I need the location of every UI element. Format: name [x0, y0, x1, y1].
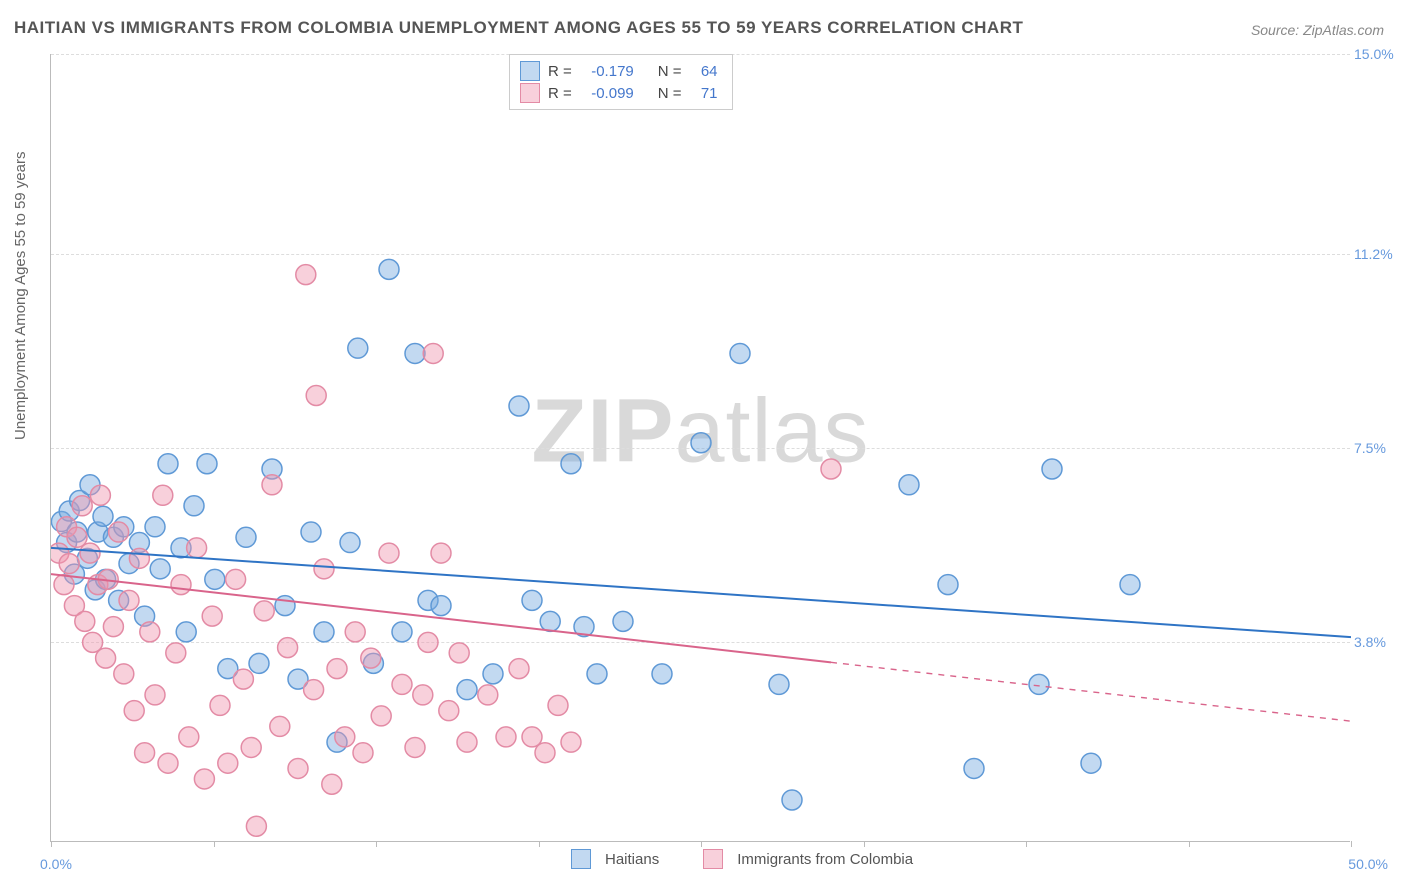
- r-value-1: -0.179: [580, 63, 634, 80]
- y-tick-label: 15.0%: [1354, 46, 1402, 62]
- correlation-stats-box: R = -0.179 N = 64 R = -0.099 N = 71: [509, 54, 733, 110]
- x-axis-min-label: 0.0%: [40, 856, 72, 872]
- y-axis-label: Unemployment Among Ages 55 to 59 years: [12, 151, 29, 440]
- y-tick-label: 7.5%: [1354, 440, 1402, 456]
- legend-label-2: Immigrants from Colombia: [737, 851, 913, 868]
- r-label-2: R =: [548, 85, 572, 102]
- x-axis-max-label: 50.0%: [1348, 856, 1388, 872]
- n-label-2: N =: [658, 85, 682, 102]
- stats-row-series1: R = -0.179 N = 64: [520, 60, 718, 82]
- source-attribution: Source: ZipAtlas.com: [1251, 22, 1384, 38]
- chart-title: HAITIAN VS IMMIGRANTS FROM COLOMBIA UNEM…: [14, 18, 1023, 38]
- n-label-1: N =: [658, 63, 682, 80]
- stats-row-series2: R = -0.099 N = 71: [520, 82, 718, 104]
- swatch-series1: [520, 61, 540, 81]
- legend: Haitians Immigrants from Colombia: [571, 849, 913, 869]
- scatter-chart: [51, 54, 1351, 842]
- plot-area: ZIPatlas 3.8%7.5%11.2%15.0% R = -0.179 N…: [50, 54, 1350, 842]
- swatch-series2: [520, 83, 540, 103]
- legend-swatch-2: [703, 849, 723, 869]
- r-value-2: -0.099: [580, 85, 634, 102]
- n-value-1: 64: [690, 63, 718, 80]
- legend-swatch-1: [571, 849, 591, 869]
- y-tick-label: 11.2%: [1354, 246, 1402, 262]
- r-label-1: R =: [548, 63, 572, 80]
- y-tick-label: 3.8%: [1354, 634, 1402, 650]
- legend-label-1: Haitians: [605, 851, 659, 868]
- n-value-2: 71: [690, 85, 718, 102]
